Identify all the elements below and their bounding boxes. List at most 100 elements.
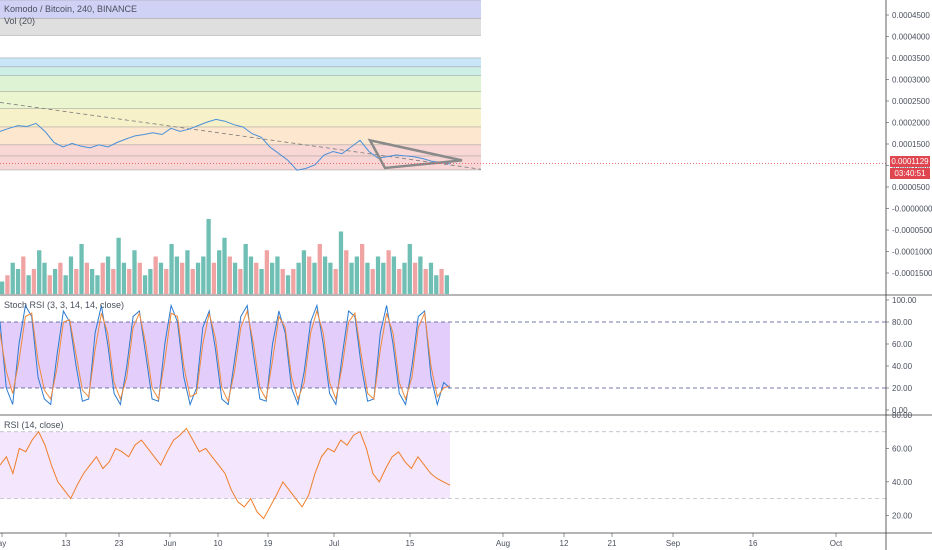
volume-bar [217,250,222,294]
price-tick-label: 0.0004500 [892,11,930,20]
stoch-band [0,322,450,388]
volume-bar [402,262,407,294]
rsi-tick-label: 20.00 [892,511,913,520]
volume-bar [275,256,280,294]
volume-bar [142,275,148,294]
fib-band [0,18,481,36]
x-tick-label: ay [0,539,6,548]
volume-bar [68,256,74,294]
volume-bar [222,237,227,294]
price-tick-label: -0.0001000 [892,248,932,257]
x-tick-label: Oct [830,539,843,548]
volume-bar [423,269,428,294]
volume-bar [79,244,84,294]
volume-bar [105,256,111,294]
volume-bar [439,269,444,294]
volume-bar [418,256,423,294]
x-tick-label: 16 [749,539,758,548]
stoch-tick-label: 40.00 [892,362,913,371]
volume-bar [5,275,10,294]
volume-bar [164,269,169,294]
volume-bar [100,262,105,294]
stoch-tick-label: 0.00 [892,406,908,415]
volume-bar [121,262,127,294]
volume-bar [243,244,248,294]
volume-bar [211,262,217,294]
volume-bar [132,250,137,294]
volume-bar [206,219,211,294]
volume-bar [84,262,89,294]
volume-bar [232,262,238,294]
main-legend: Komodo / Bitcoin, 240, BINANCE [4,4,138,14]
volume-bar [63,275,68,294]
x-tick-label: 12 [560,539,569,548]
price-tick-label: 0.0003500 [892,54,930,63]
volume-bar [15,269,21,294]
volume-bar [386,250,391,294]
volume-bar [428,262,434,294]
volume-bar [47,275,52,294]
rsi-tick-label: 40.00 [892,478,913,487]
price-tick-label: -0.0000500 [892,226,932,235]
volume-bar [21,256,26,294]
volume-bar [74,269,79,294]
fib-band [0,66,481,76]
volume-bar [238,269,243,294]
volume-bar [52,269,58,294]
volume-bar [174,256,179,294]
volume-bar [333,269,338,294]
volume-bar [201,256,206,294]
volume-bar [407,244,412,294]
volume-bar [95,275,100,294]
price-tick-label: 0.0001500 [892,140,930,149]
volume-bar [248,256,254,294]
rsi-line [0,427,451,520]
stoch-tick-label: 60.00 [892,340,913,349]
volume-bar [285,275,291,294]
volume-bar [344,250,349,294]
volume-bar [180,262,185,294]
volume-bar [365,262,370,294]
fib-band [0,0,481,19]
volume-legend: Vol (20) [4,16,36,26]
volume-bar [148,269,153,294]
volume-bar [307,256,312,294]
volume-bar [116,237,121,294]
x-tick-label: 19 [264,539,273,548]
x-tick-label: Aug [496,539,510,548]
stoch-tick-label: 80.00 [892,318,913,327]
rsi-legend: RSI (14, close) [4,420,64,430]
fib-band [0,126,481,145]
volume-bar [31,269,37,294]
stoch-d-line [0,309,451,403]
volume-bar [37,250,42,294]
volume-bar [111,269,116,294]
volume-bar [169,244,174,294]
fib-band [0,155,481,170]
volume-bar [158,262,164,294]
x-tick-label: Jun [164,539,177,548]
volume-bar [444,275,449,294]
volume-bar [264,250,269,294]
volume-bar [322,256,328,294]
x-tick-label: Sep [666,539,681,548]
volume-bar [301,250,307,294]
volume-bar [10,262,15,294]
volume-bar [317,244,322,294]
x-tick-label: 21 [608,539,617,548]
volume-bar [312,262,317,294]
volume-bar [185,250,190,294]
volume-bar [360,244,365,294]
fib-band [0,144,481,156]
volume-bar [296,262,301,294]
price-tick-label: 0.0002000 [892,119,930,128]
volume-bar [338,231,344,294]
volume-bar [354,256,359,294]
fib-band [0,75,481,92]
triangle-pattern [367,138,463,170]
volume-bar [375,256,381,294]
price-tick-label: -0.0001500 [892,269,932,278]
price-line [0,118,451,171]
